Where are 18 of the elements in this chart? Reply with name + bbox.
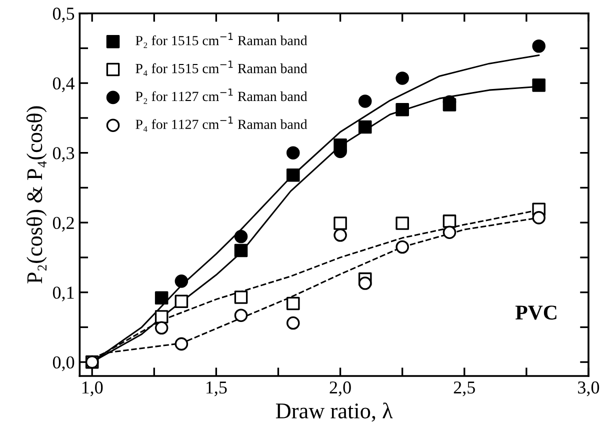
y-tick-label: 0,5 [52,8,74,22]
x-tick-label: 1,5 [206,381,227,396]
y-tick-label: 0,0 [52,356,74,372]
legend-label: P₄ for 1515 cm$^{−1}$ Raman band [136,60,308,76]
legend-label: P₂ for 1515 cm$^{−1}$ Raman band [136,32,308,48]
annotation: PVC [515,306,556,320]
legend-label: P₂ for 1127 cm$^{−1}$ Raman band [136,88,308,104]
x-tick-label: 2,0 [330,381,351,396]
legend-label: P₄ for 1127 cm$^{−1}$ Raman band [136,116,308,132]
x-tick-label: 1,0 [82,381,103,396]
x-axis-title: Draw ratio, λ [276,402,393,422]
y-tick-label: 0,3 [52,147,74,162]
x-tick-label: 3,0 [578,381,600,396]
y-tick-label: 0,1 [52,286,74,302]
y-tick-label: 0,2 [52,216,74,232]
y-tick-label: 0,4 [52,77,75,92]
y-axis-title: P₂(cosθ) & P₄(cosθ) [26,106,47,284]
x-tick-label: 2,5 [454,381,475,396]
